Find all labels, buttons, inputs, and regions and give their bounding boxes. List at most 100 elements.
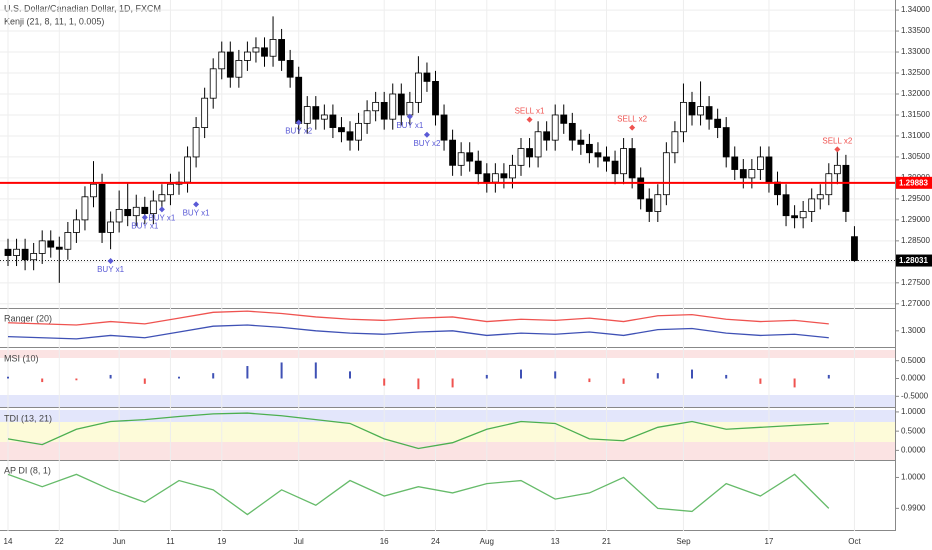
tdi-zone — [0, 442, 895, 460]
candle-body — [13, 248, 20, 256]
histogram-bar — [7, 376, 9, 379]
candle-body — [466, 152, 474, 162]
candle-body — [81, 196, 89, 221]
candle-body — [158, 194, 166, 202]
candle-body — [833, 164, 841, 175]
x-tick-label: 24 — [431, 537, 440, 546]
candle-body — [620, 148, 627, 175]
candle-body — [774, 181, 781, 196]
signal-label: BUY x1 — [97, 265, 125, 274]
histogram-bar — [554, 371, 557, 379]
candle-body — [825, 173, 833, 196]
candle-body — [312, 106, 320, 120]
y-tick-label: 1.27000 — [901, 299, 930, 308]
y-tick-label: 1.32500 — [901, 68, 930, 77]
panel-title: Ranger (20) — [4, 313, 52, 323]
histogram-bar — [41, 378, 44, 383]
candle-body — [560, 114, 568, 124]
y-tick-label: 1.28500 — [901, 236, 930, 245]
indicator-line — [7, 473, 830, 516]
y-tick-label: 1.30500 — [901, 152, 930, 161]
signal-marker — [193, 201, 200, 208]
y-tick-label: 1.0000 — [901, 407, 926, 416]
signal-marker — [107, 258, 114, 265]
candle-body — [671, 131, 679, 154]
y-tick-label: 1.27500 — [901, 278, 930, 287]
panel-title: AP DI (8, 1) — [4, 465, 51, 475]
candle-body — [491, 173, 499, 183]
price-tag-label: 1.28031 — [899, 256, 928, 265]
candle-body — [141, 206, 149, 214]
candle-body — [688, 101, 696, 116]
signal-marker — [423, 131, 430, 138]
y-tick-label: 0.9900 — [901, 503, 926, 512]
candle-body — [449, 139, 457, 166]
candle-body — [474, 160, 482, 175]
candle-body — [526, 148, 533, 158]
candle-body — [842, 164, 850, 212]
histogram-bar — [485, 374, 488, 379]
histogram-bar — [451, 378, 454, 388]
signal-marker — [158, 206, 165, 213]
candle-body — [389, 93, 397, 120]
indicator-line — [7, 412, 829, 450]
candle-body — [98, 183, 106, 233]
candle-body — [124, 208, 132, 217]
candle-body — [714, 118, 722, 128]
candle-body — [184, 156, 191, 183]
candle-body — [21, 248, 29, 261]
candle-body — [816, 194, 824, 200]
y-tick-label: 1.32000 — [901, 89, 930, 98]
signal-marker — [629, 124, 636, 131]
candle-body — [517, 148, 525, 166]
y-tick-label: 0.5000 — [901, 426, 926, 435]
candle-body — [252, 47, 260, 53]
y-tick-label: 1.29000 — [901, 215, 930, 224]
signal-marker — [834, 146, 841, 153]
x-tick-label: 22 — [55, 537, 64, 546]
histogram-bar — [520, 369, 522, 379]
signal-label: BUY x2 — [285, 127, 313, 136]
candle-body — [380, 101, 388, 120]
candle-body — [586, 143, 593, 154]
chart-title: U.S. Dollar/Canadian Dollar, 1D, FXCM — [4, 3, 161, 13]
candle-body — [637, 177, 645, 200]
candle-body — [261, 47, 268, 57]
indicator-label: Kenji (21, 8, 11, 1, 0.005) — [4, 16, 104, 26]
candle-body — [397, 93, 405, 116]
candle-body — [543, 131, 551, 141]
candle-body — [218, 51, 226, 70]
candle-body — [209, 68, 217, 99]
panel-title: TDI (13, 21) — [4, 413, 52, 423]
candle-body — [192, 127, 200, 158]
candle-body — [30, 253, 38, 261]
candle-body — [167, 183, 174, 196]
signal-label: SELL x1 — [515, 107, 545, 116]
candle-body — [722, 127, 730, 158]
candle-body — [4, 248, 12, 256]
histogram-bar — [759, 378, 762, 384]
candle-body — [372, 101, 380, 112]
candle-body — [551, 114, 559, 141]
candle-body — [603, 156, 610, 162]
candle-body — [355, 122, 362, 141]
candle-body — [851, 236, 858, 261]
candle-body — [286, 60, 294, 78]
candle-body — [235, 60, 243, 78]
y-tick-label: 1.34000 — [901, 5, 930, 14]
x-tick-label: 17 — [764, 537, 773, 546]
x-tick-label: Sep — [676, 537, 691, 546]
histogram-bar — [143, 378, 146, 384]
histogram-bar — [725, 374, 728, 379]
histogram-bar — [656, 373, 659, 379]
candle-body — [654, 194, 662, 212]
histogram-bar — [314, 362, 317, 379]
histogram-bar — [349, 371, 351, 379]
candle-body — [201, 97, 209, 128]
candle-body — [791, 215, 798, 219]
indicator-line — [7, 310, 829, 326]
candle-body — [808, 198, 816, 212]
candle-body — [278, 39, 286, 61]
candle-body — [748, 169, 756, 179]
candle-body — [38, 240, 46, 254]
